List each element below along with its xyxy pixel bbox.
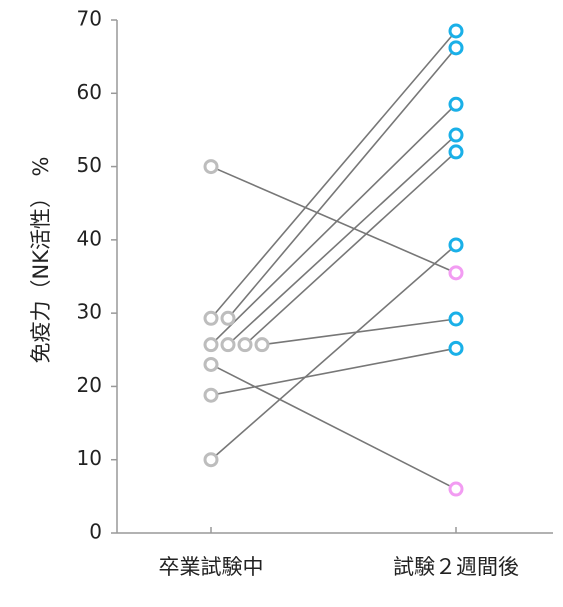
connector-line [227,47,457,319]
data-points [203,23,464,497]
after-point [448,340,464,356]
y-tick-label: 10 [77,446,102,470]
connector-line [210,244,457,461]
connector-line [210,363,457,490]
y-tick-label: 0 [89,520,102,544]
y-tick-label: 20 [77,373,102,397]
after-point [448,40,464,56]
after-point [448,311,464,327]
after-point [448,237,464,253]
y-tick-label: 40 [77,226,102,250]
x-category-label: 試験２週間後 [393,555,519,579]
before-point [203,310,219,326]
before-point [203,387,219,403]
connector-line [244,151,457,346]
after-point [448,127,464,143]
y-tick-label: 60 [77,80,102,104]
connector-lines [210,30,457,490]
y-tick-label: 50 [77,153,102,177]
before-point [203,159,219,175]
after-point [448,265,464,281]
before-point [203,452,219,468]
x-category-label: 卒業試験中 [159,555,264,579]
y-tick-label: 30 [77,300,102,324]
connector-line [210,165,457,274]
after-point [448,23,464,39]
before-point [237,337,253,353]
y-axis: 0 10 20 30 40 50 60 70 [77,7,118,544]
before-point [203,337,219,353]
x-axis: 卒業試験中 試験２週間後 [117,527,553,579]
before-point [203,356,219,372]
after-point [448,144,464,160]
before-point [254,337,270,353]
x-ticks: 卒業試験中 試験２週間後 [159,527,519,579]
before-point [220,337,236,353]
after-point [448,96,464,112]
connector-line [210,103,457,346]
after-point [448,481,464,497]
connector-line [210,347,457,397]
connector-line [227,134,457,346]
connector-line [210,30,457,319]
y-tick-label: 70 [77,7,102,31]
connector-line [261,318,457,346]
y-ticks: 0 10 20 30 40 50 60 70 [77,7,117,544]
before-point [220,310,236,326]
y-axis-label: 免疫力（NK活性） % [29,157,53,364]
